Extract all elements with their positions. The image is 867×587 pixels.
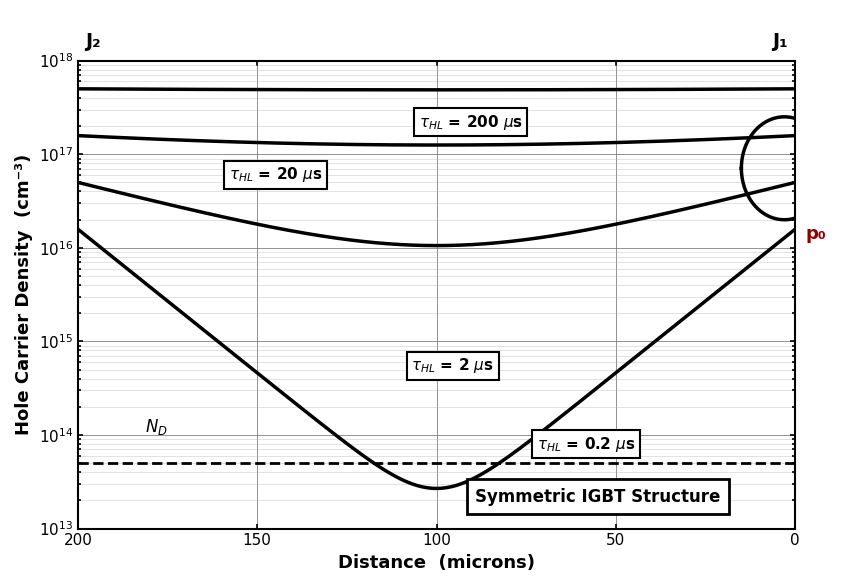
Text: $\tau_{HL}$ = 20 $\mu$s: $\tau_{HL}$ = 20 $\mu$s [229, 166, 322, 184]
Text: J₁: J₁ [772, 32, 788, 51]
Text: $\tau_{HL}$ = 200 $\mu$s: $\tau_{HL}$ = 200 $\mu$s [419, 113, 523, 131]
Y-axis label: Hole Carrier Density  (cm⁻³): Hole Carrier Density (cm⁻³) [15, 154, 33, 435]
Text: Symmetric IGBT Structure: Symmetric IGBT Structure [475, 488, 720, 505]
Text: p₀: p₀ [806, 225, 826, 243]
Text: $\tau_{HL}$ = 2 $\mu$s: $\tau_{HL}$ = 2 $\mu$s [412, 356, 494, 375]
X-axis label: Distance  (microns): Distance (microns) [338, 554, 535, 572]
Text: J₂: J₂ [85, 32, 101, 51]
Text: $\tau_{HL}$ = 0.2 $\mu$s: $\tau_{HL}$ = 0.2 $\mu$s [537, 434, 636, 454]
Text: $N_D$: $N_D$ [146, 417, 168, 437]
